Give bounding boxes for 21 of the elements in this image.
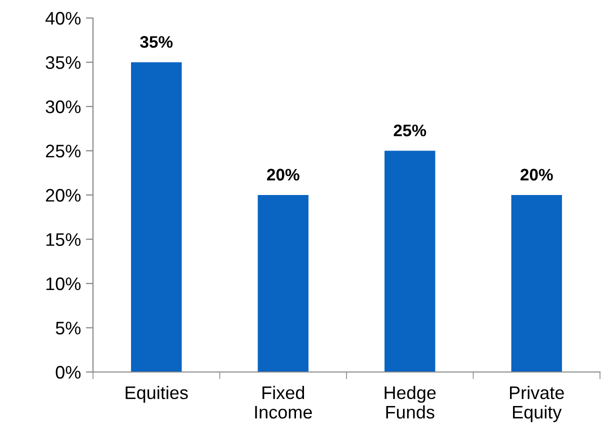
bar [258,195,308,372]
y-tick-label: 20% [46,188,81,202]
y-tick-label: 35% [46,56,81,69]
x-tick-label: Fixed Income [255,386,312,419]
y-tick-label: 40% [45,12,81,25]
y-tick-label: 5% [56,322,81,334]
y-tick-label: 30% [46,100,81,114]
x-tick-label: Private Equity [510,386,564,422]
x-tick-label: Equities [126,386,188,403]
y-tick-label: 0% [56,366,81,379]
bar [511,195,562,372]
y-tick-label: 15% [46,233,81,246]
data-label: 35% [140,36,173,48]
y-tick-label: 25% [46,144,81,158]
data-label: 25% [394,124,426,136]
x-tick-label: Hedge Funds [384,386,436,419]
bar [131,62,182,372]
y-tick-label: 10% [46,277,81,290]
data-label: 20% [267,168,300,181]
data-label: 20% [520,168,553,181]
bar [384,150,436,372]
